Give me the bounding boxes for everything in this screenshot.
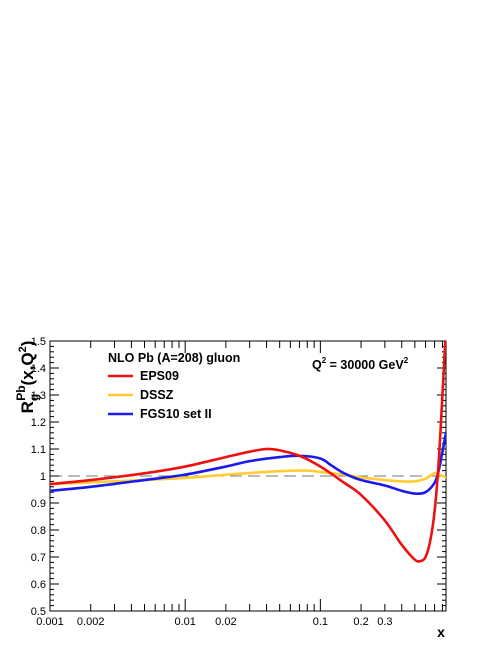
y-tick-label: 0.5 <box>31 606 46 618</box>
q2-annotation-exp2: 2 <box>404 356 409 365</box>
x-axis-title: x <box>437 624 445 640</box>
x-tick-label: 0.02 <box>215 616 236 628</box>
y-axis-title-sub: g <box>27 394 41 401</box>
q2-annotation-base: Q <box>312 358 322 372</box>
y-tick-label: 1.2 <box>31 417 46 429</box>
y-tick-label: 1.4 <box>31 363 46 375</box>
x-tick-label: 0.001 <box>36 616 64 628</box>
y-tick-label: 1.5 <box>31 336 46 348</box>
x-tick-label: 0.1 <box>313 616 328 628</box>
y-tick-label: 1.1 <box>31 444 46 456</box>
series-line-fgs10-set-ii <box>50 431 446 495</box>
y-axis-title-arg-exp: 2 <box>17 346 29 352</box>
y-axis-title-sup: Pb <box>14 385 28 400</box>
x-tick-label: 0.01 <box>174 616 195 628</box>
q2-annotation-exp: 2 <box>322 356 327 365</box>
x-tick-label: 0.2 <box>353 616 368 628</box>
y-tick-label: 0.7 <box>31 552 46 564</box>
x-tick-label: 0.3 <box>377 616 392 628</box>
y-tick-label: 0.8 <box>31 525 46 537</box>
series-line-eps09 <box>50 341 446 563</box>
y-axis-title-close: ) <box>18 341 37 347</box>
legend-entries: EPS09 DSSZ FGS10 set II <box>108 369 212 421</box>
legend-label: FGS10 set II <box>140 407 212 421</box>
x-tick-label: 0.002 <box>77 616 105 628</box>
y-axis-title-base: R <box>18 401 37 413</box>
legend-title: NLO Pb (A=208) gluon <box>108 351 240 365</box>
legend-label: EPS09 <box>140 369 179 383</box>
y-axis-title-arg: (x,Q <box>18 352 37 385</box>
q2-annotation: Q2 = 30000 GeV2 <box>312 356 409 372</box>
legend: NLO Pb (A=208) gluon EPS09 DSSZ FGS10 set … <box>108 351 240 421</box>
legend-label: DSSZ <box>140 388 174 402</box>
plot-area: 0.5 0.6 0.7 0.8 0.9 1 1.1 1.2 1.3 1.4 1.5 0.001 0.00… <box>31 336 447 628</box>
series-group <box>50 341 446 563</box>
svg-text:RgPb(x,Q2): RgPb(x,Q2) <box>14 341 41 414</box>
y-tick-label: 1.3 <box>31 390 46 402</box>
q2-annotation-rest: = 30000 GeV <box>326 358 404 372</box>
y-tick-label: 0.9 <box>31 498 46 510</box>
y-tick-label: 0.6 <box>31 579 46 591</box>
y-tick-label: 1 <box>40 471 46 483</box>
y-axis-title: RgPb(x,Q2) <box>14 341 41 414</box>
